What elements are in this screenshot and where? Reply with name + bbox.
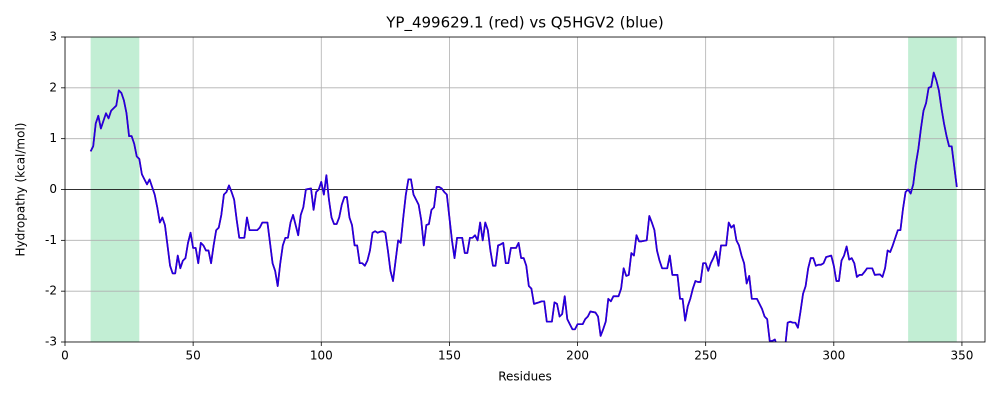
y-tick-label: 2: [49, 80, 57, 94]
x-tick-label: 200: [566, 349, 589, 363]
y-tick-label: -1: [45, 233, 57, 247]
data-line: [89, 71, 958, 342]
x-tick-label: 50: [185, 349, 200, 363]
plot-area: [65, 37, 985, 342]
x-tick-label: 0: [61, 349, 69, 363]
y-tick-label: 0: [49, 182, 57, 196]
x-axis-label: Residues: [498, 370, 552, 384]
plot-frame: [64, 36, 986, 343]
chart-title: YP_499629.1 (red) vs Q5HGV2 (blue): [385, 14, 664, 33]
y-tick-label: 3: [49, 30, 57, 44]
data-line: [89, 71, 958, 342]
x-tick-label: 300: [822, 349, 845, 363]
x-tick-label: 150: [438, 349, 461, 363]
x-tick-label: 350: [950, 349, 973, 363]
y-axis-label: Hydropathy (kcal/mol): [14, 123, 28, 257]
x-tick-label: 100: [310, 349, 333, 363]
y-tick-label: -2: [45, 284, 57, 298]
x-tick-label: 250: [694, 349, 717, 363]
y-tick-label: -3: [45, 335, 57, 349]
y-tick-label: 1: [49, 131, 57, 145]
